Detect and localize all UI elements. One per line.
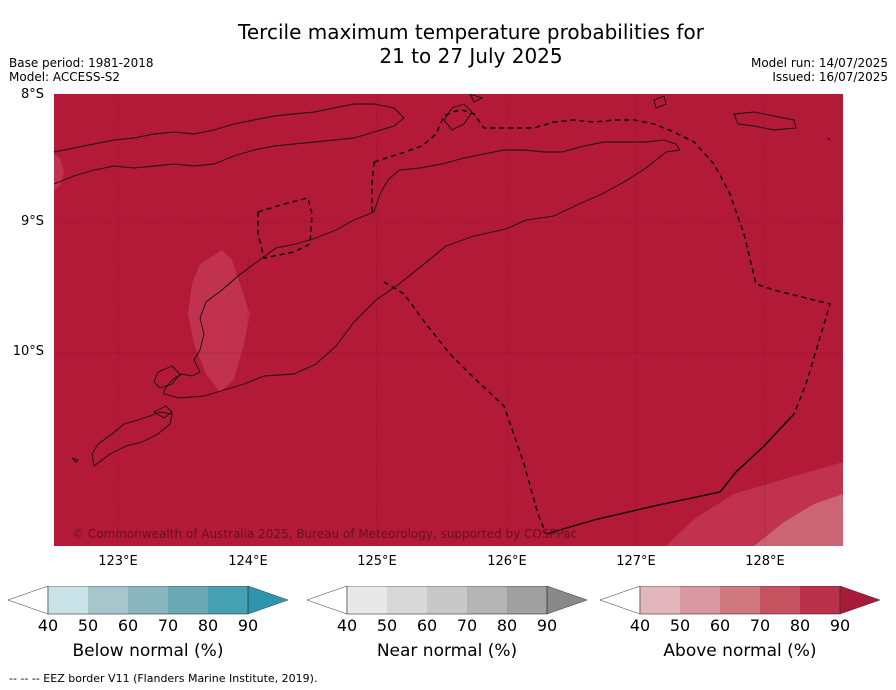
cb-near-tick-40: 40 — [336, 616, 358, 635]
map-background — [54, 94, 843, 546]
cb-below-tick-70: 70 — [157, 616, 179, 635]
colorbar-below-seg-3 — [128, 586, 168, 614]
chart-title: Tercile maximum temperature probabilitie… — [0, 20, 896, 68]
cb-near-tick-70: 70 — [456, 616, 478, 635]
colorbar-above-arrow-left — [600, 586, 641, 615]
issued-date: Issued: 16/07/2025 — [772, 70, 888, 84]
probability-patch-northwest — [54, 154, 64, 190]
colorbar-near-normal — [307, 586, 588, 615]
coastline-atauro — [469, 94, 484, 103]
lat-label-8s: 8°S — [20, 87, 44, 102]
coastline-sumba-east — [91, 411, 173, 467]
model-name: Model: ACCESS-S2 — [9, 70, 121, 84]
cb-above-tick-90: 90 — [829, 616, 851, 635]
eez-border-solid — [545, 413, 795, 535]
colorbar-near-seg-3 — [427, 586, 467, 614]
colorbar-below-arrow-left — [8, 586, 49, 615]
coastline-timor — [163, 139, 681, 399]
eez-line-north — [373, 109, 831, 415]
lon-label-124e: 124°E — [228, 554, 268, 569]
graticule — [54, 94, 843, 546]
colorbar-above-seg-2 — [680, 586, 720, 614]
probability-patch-southeast-70 — [754, 494, 843, 546]
colorbar-above-seg-5 — [800, 586, 840, 614]
coastline-small-isle-1 — [153, 405, 173, 419]
cb-near-tick-90: 90 — [536, 616, 558, 635]
lat-label-10s: 10°S — [12, 344, 44, 359]
coastline-speck — [827, 137, 831, 141]
cb-near-tick-80: 80 — [496, 616, 518, 635]
colorbar-label-below: Below normal (%) — [72, 641, 224, 661]
title-line-1: Tercile maximum temperature probabilitie… — [238, 20, 704, 44]
probability-patch-west — [188, 250, 250, 392]
colorbar-above-seg-3 — [720, 586, 760, 614]
colorbar-near-seg-1 — [347, 586, 387, 614]
lon-label-128e: 128°E — [745, 554, 785, 569]
colorbar-below-seg-4 — [168, 586, 208, 614]
cb-near-tick-50: 50 — [376, 616, 398, 635]
colorbar-label-near: Near normal (%) — [376, 641, 518, 661]
coastline-flores-east — [54, 103, 405, 185]
meta-left: Base period: 1981-2018 Model: ACCESS-S2 — [9, 56, 154, 84]
colorbar-above-seg-4 — [760, 586, 800, 614]
coastline-romang — [733, 111, 797, 131]
probability-map: © Commonwealth of Australia 2025, Bureau… — [54, 94, 843, 546]
lon-label-125e: 125°E — [357, 554, 397, 569]
lon-label-123e: 123°E — [98, 554, 138, 569]
title-line-2: 21 to 27 July 2025 — [379, 44, 563, 68]
cb-below-tick-90: 90 — [237, 616, 259, 635]
coastline-alor — [443, 103, 473, 131]
cb-above-tick-80: 80 — [789, 616, 811, 635]
colorbar-label-above: Above normal (%) — [663, 641, 817, 661]
coastline-wetar — [653, 95, 667, 109]
base-period: Base period: 1981-2018 — [9, 56, 154, 70]
model-run: Model run: 14/07/2025 — [750, 56, 888, 70]
eez-line-southeast — [545, 413, 795, 535]
cb-below-tick-80: 80 — [197, 616, 219, 635]
colorbar-below-seg-5 — [208, 586, 248, 614]
eez-border — [257, 109, 831, 535]
eez-line-west — [257, 197, 313, 259]
lon-label-127e: 127°E — [616, 554, 656, 569]
cb-above-tick-50: 50 — [669, 616, 691, 635]
colorbar-near-arrow-left — [307, 586, 348, 615]
coastline-rote — [153, 365, 181, 389]
eez-legend-note: -- -- -- EEZ border V11 (Flanders Marine… — [9, 672, 318, 685]
cb-below-tick-40: 40 — [37, 616, 59, 635]
colorbar-below-arrow-right — [247, 586, 289, 615]
cb-below-tick-60: 60 — [117, 616, 139, 635]
cb-above-tick-40: 40 — [629, 616, 651, 635]
colorbar-above-seg-1 — [640, 586, 680, 614]
coastlines — [54, 94, 831, 467]
colorbar-near-seg-2 — [387, 586, 427, 614]
lon-label-126e: 126°E — [487, 554, 527, 569]
colorbar-below-seg-1 — [48, 586, 88, 614]
colorbar-below-normal — [8, 586, 289, 615]
coastline-sawu — [71, 457, 79, 463]
eez-line-west-inner — [371, 161, 375, 214]
cb-below-tick-50: 50 — [77, 616, 99, 635]
colorbar-below-seg-2 — [88, 586, 128, 614]
lat-label-9s: 9°S — [20, 214, 44, 229]
cb-near-tick-60: 60 — [416, 616, 438, 635]
meta-right: Model run: 14/07/2025 Issued: 16/07/2025 — [751, 56, 888, 84]
copyright-note: © Commonwealth of Australia 2025, Bureau… — [72, 527, 577, 541]
colorbar-near-seg-5 — [507, 586, 547, 614]
colorbar-above-normal — [600, 586, 881, 615]
cb-above-tick-60: 60 — [709, 616, 731, 635]
colorbar-near-arrow-right — [546, 586, 588, 615]
colorbar-near-seg-4 — [467, 586, 507, 614]
cb-above-tick-70: 70 — [749, 616, 771, 635]
colorbar-above-arrow-right — [839, 586, 881, 615]
